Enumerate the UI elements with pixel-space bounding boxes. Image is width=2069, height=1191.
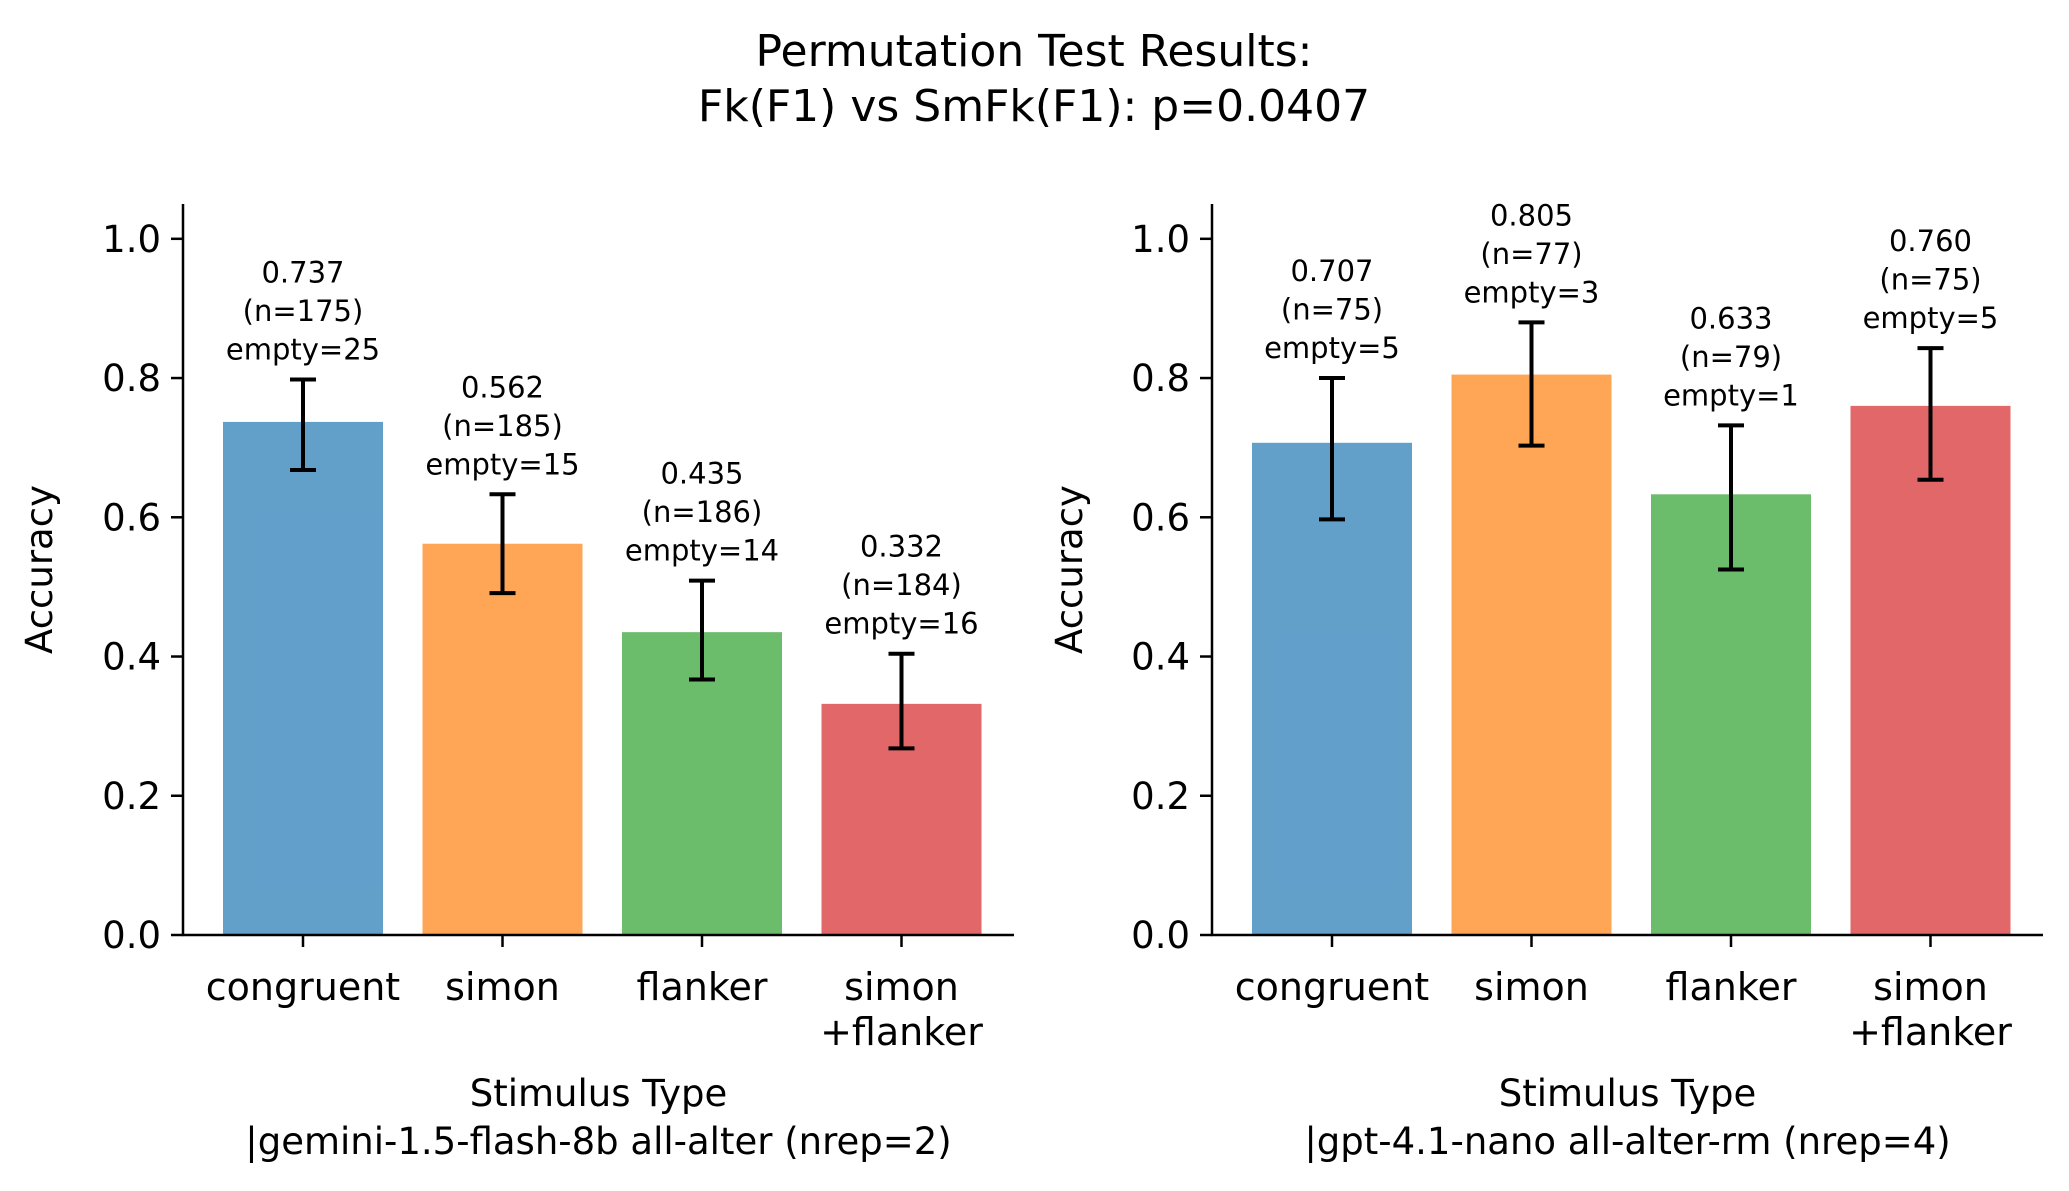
right-x-tick-label-simon: simon [1474, 965, 1589, 1009]
right-annotation-congruent-line-2: (n=75) [1281, 293, 1383, 327]
left-chart-panel: 0.737 (n=175) empty=25 0.562 (n=185) empty=15… [18, 204, 1014, 1163]
left-annotation-flanker-line-3: empty=14 [625, 534, 779, 568]
left-annotation-simon-flanker-line-2: (n=184) [841, 568, 962, 602]
left-bar-flanker [622, 632, 782, 935]
right-y-tick-label: 0.6 [1131, 496, 1190, 539]
left-y-tick-label: 0.6 [102, 496, 161, 539]
right-x-tick-label-flanker: flanker [1666, 965, 1797, 1009]
left-y-axis-label: Accuracy [18, 485, 61, 654]
right-annotation-congruent-line-3: empty=5 [1264, 331, 1400, 365]
left-annotation-simon-line-3: empty=15 [425, 447, 579, 481]
left-y-tick-label: 1.0 [102, 218, 161, 261]
left-y-tick-label: 0.0 [102, 914, 161, 957]
left-x-tick-label-simon: simon [445, 965, 560, 1009]
figure-title-line-1: Permutation Test Results: [756, 26, 1313, 77]
right-y-axis-label: Accuracy [1048, 485, 1091, 654]
right-y-tick-label: 1.0 [1131, 218, 1190, 261]
right-x-axis-label-line-2: |gpt-4.1-nano all-alter-rm (nrep=4) [1304, 1120, 1950, 1163]
right-annotation-simon-flanker-line-1: 0.760 [1889, 224, 1972, 258]
right-bar-simon-flanker [1850, 405, 2011, 935]
right-annotation-congruent-line-1: 0.707 [1290, 254, 1373, 288]
left-y-tick-label: 0.8 [102, 357, 161, 400]
right-annotation-simon-line-3: empty=3 [1464, 275, 1600, 309]
left-annotation-congruent-line-3: empty=25 [226, 332, 380, 366]
right-annotation-flanker-line-2: (n=79) [1680, 340, 1782, 374]
left-x-axis-label-line-1: Stimulus Type [470, 1072, 728, 1115]
left-annotation-simon-line-1: 0.562 [461, 370, 544, 404]
left-annotation-congruent-line-1: 0.737 [261, 255, 344, 289]
right-x-tick-label-simon-flanker-line-1: simon [1873, 965, 1988, 1009]
left-y-tick-label: 0.2 [102, 775, 161, 818]
right-bar-simon [1451, 374, 1612, 936]
left-annotation-simon-flanker-line-3: empty=16 [824, 607, 978, 641]
right-bar-congruent [1252, 442, 1412, 935]
left-annotation-congruent-line-2: (n=175) [243, 294, 364, 328]
left-x-axis-label-line-2: |gemini-1.5-flash-8b all-alter (nrep=2) [245, 1120, 951, 1163]
right-y-tick-label: 0.2 [1131, 775, 1190, 818]
right-annotation-simon-line-1: 0.805 [1490, 198, 1573, 232]
left-annotation-flanker-line-1: 0.435 [660, 457, 743, 491]
right-x-tick-label-congruent: congruent [1235, 965, 1429, 1009]
right-y-tick-label: 0.0 [1131, 914, 1190, 957]
left-annotation-simon-flanker-line-1: 0.332 [860, 530, 943, 564]
left-x-tick-label-simon-flanker-line-1: simon [844, 965, 959, 1009]
left-x-tick-label-simon-flanker-line-2: +flanker [820, 1010, 983, 1054]
left-x-tick-label-congruent: congruent [206, 965, 400, 1009]
right-annotation-simon-flanker-line-3: empty=5 [1863, 301, 1999, 335]
right-annotation-simon-flanker-line-2: (n=75) [1879, 263, 1981, 297]
right-x-axis-label-line-1: Stimulus Type [1499, 1072, 1757, 1115]
right-x-tick-label-simon-flanker-line-2: +flanker [1849, 1010, 2012, 1054]
left-annotation-flanker-line-2: (n=186) [642, 495, 763, 529]
right-chart-panel: 0.707 (n=75) empty=5 0.805 (n=77) empty=3 0.63… [1048, 198, 2043, 1163]
left-bar-simon [422, 543, 583, 935]
figure-title-line-2: Fk(F1) vs SmFk(F1): p=0.0407 [698, 81, 1370, 132]
right-annotation-simon-line-2: (n=77) [1480, 237, 1582, 271]
left-x-tick-label-flanker: flanker [637, 965, 768, 1009]
left-annotation-simon-line-2: (n=185) [442, 409, 563, 443]
right-y-tick-label: 0.4 [1131, 636, 1190, 679]
left-bar-congruent [223, 421, 383, 936]
right-annotation-flanker-line-1: 0.633 [1689, 301, 1772, 335]
right-y-tick-label: 0.8 [1131, 357, 1190, 400]
right-annotation-flanker-line-3: empty=1 [1663, 378, 1799, 412]
left-y-tick-label: 0.4 [102, 636, 161, 679]
